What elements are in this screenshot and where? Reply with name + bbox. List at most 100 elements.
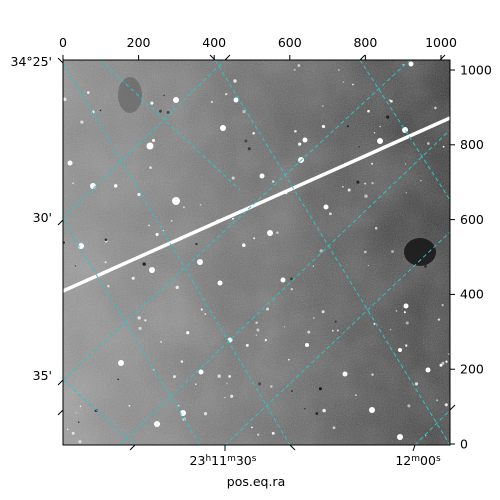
star xyxy=(405,192,407,194)
star xyxy=(272,180,275,183)
star xyxy=(66,428,69,431)
star xyxy=(224,92,228,96)
star xyxy=(160,340,163,343)
star xyxy=(318,387,322,391)
star xyxy=(436,399,439,402)
star xyxy=(293,68,296,71)
star xyxy=(131,276,135,280)
star xyxy=(228,375,231,378)
star xyxy=(437,318,441,321)
star xyxy=(258,382,262,386)
star xyxy=(137,192,141,197)
star xyxy=(104,261,107,264)
star xyxy=(402,127,408,133)
star xyxy=(255,321,258,325)
star xyxy=(67,160,73,166)
star xyxy=(242,243,246,247)
star xyxy=(264,338,268,342)
star xyxy=(407,404,411,408)
star xyxy=(148,224,150,227)
star xyxy=(283,326,286,328)
star xyxy=(414,382,419,386)
star xyxy=(186,331,190,335)
star xyxy=(331,329,334,332)
star xyxy=(232,217,234,220)
star xyxy=(425,367,431,373)
star xyxy=(128,404,131,407)
star xyxy=(204,313,207,315)
star xyxy=(159,109,162,113)
star xyxy=(266,307,269,311)
star xyxy=(203,412,208,416)
star xyxy=(252,132,255,135)
star xyxy=(113,184,118,188)
star xyxy=(302,137,308,143)
star xyxy=(267,230,273,236)
star xyxy=(312,265,315,267)
star xyxy=(351,83,354,86)
star xyxy=(173,97,179,103)
sky-image xyxy=(63,60,450,445)
star xyxy=(369,407,375,413)
star xyxy=(397,434,403,440)
star xyxy=(420,179,422,182)
star xyxy=(408,61,414,67)
star xyxy=(346,125,349,128)
star xyxy=(118,360,124,366)
star xyxy=(75,412,77,414)
dec-axis: 34°25' 30' 35' xyxy=(11,54,64,416)
star xyxy=(424,265,427,268)
star xyxy=(305,343,309,347)
right-tick-label: 200 xyxy=(460,362,484,377)
star xyxy=(173,375,176,379)
star xyxy=(163,94,165,97)
star xyxy=(80,120,84,124)
star xyxy=(199,204,202,206)
star xyxy=(379,125,381,128)
star xyxy=(442,145,445,148)
star xyxy=(280,277,286,283)
star xyxy=(298,142,302,146)
star xyxy=(182,206,186,209)
star xyxy=(371,162,374,165)
star xyxy=(107,284,110,288)
star xyxy=(170,220,173,222)
dec-tick-label: 34°25' xyxy=(11,54,53,69)
top-tick-label: 1000 xyxy=(425,35,457,50)
star xyxy=(307,330,311,334)
star xyxy=(146,142,154,150)
right-tick-label: 0 xyxy=(460,437,468,452)
star xyxy=(271,431,275,435)
star xyxy=(74,265,77,267)
star xyxy=(441,304,444,307)
star xyxy=(149,166,152,169)
star xyxy=(391,250,394,253)
star xyxy=(389,328,392,331)
star xyxy=(404,344,408,347)
star xyxy=(337,69,340,71)
star xyxy=(175,285,179,290)
right-tick-label: 600 xyxy=(460,212,484,227)
x-axis-label: pos.eq.ra xyxy=(227,474,285,489)
star xyxy=(364,194,368,198)
star xyxy=(342,185,344,188)
star xyxy=(104,238,108,242)
star xyxy=(226,382,228,385)
star xyxy=(217,374,221,378)
star xyxy=(151,138,156,142)
top-tick-label: 0 xyxy=(59,35,67,50)
star xyxy=(425,435,427,437)
right-tick-label: 1000 xyxy=(460,63,492,78)
star xyxy=(386,115,390,119)
star xyxy=(398,348,402,352)
galaxy-blob xyxy=(404,238,436,266)
top-tick-label: 600 xyxy=(278,35,302,50)
star xyxy=(304,407,306,410)
top-tick-label: 200 xyxy=(127,35,151,50)
star xyxy=(321,310,325,314)
star xyxy=(373,132,376,134)
star xyxy=(79,405,82,408)
star xyxy=(210,100,213,104)
star xyxy=(328,212,332,216)
star xyxy=(363,250,367,254)
